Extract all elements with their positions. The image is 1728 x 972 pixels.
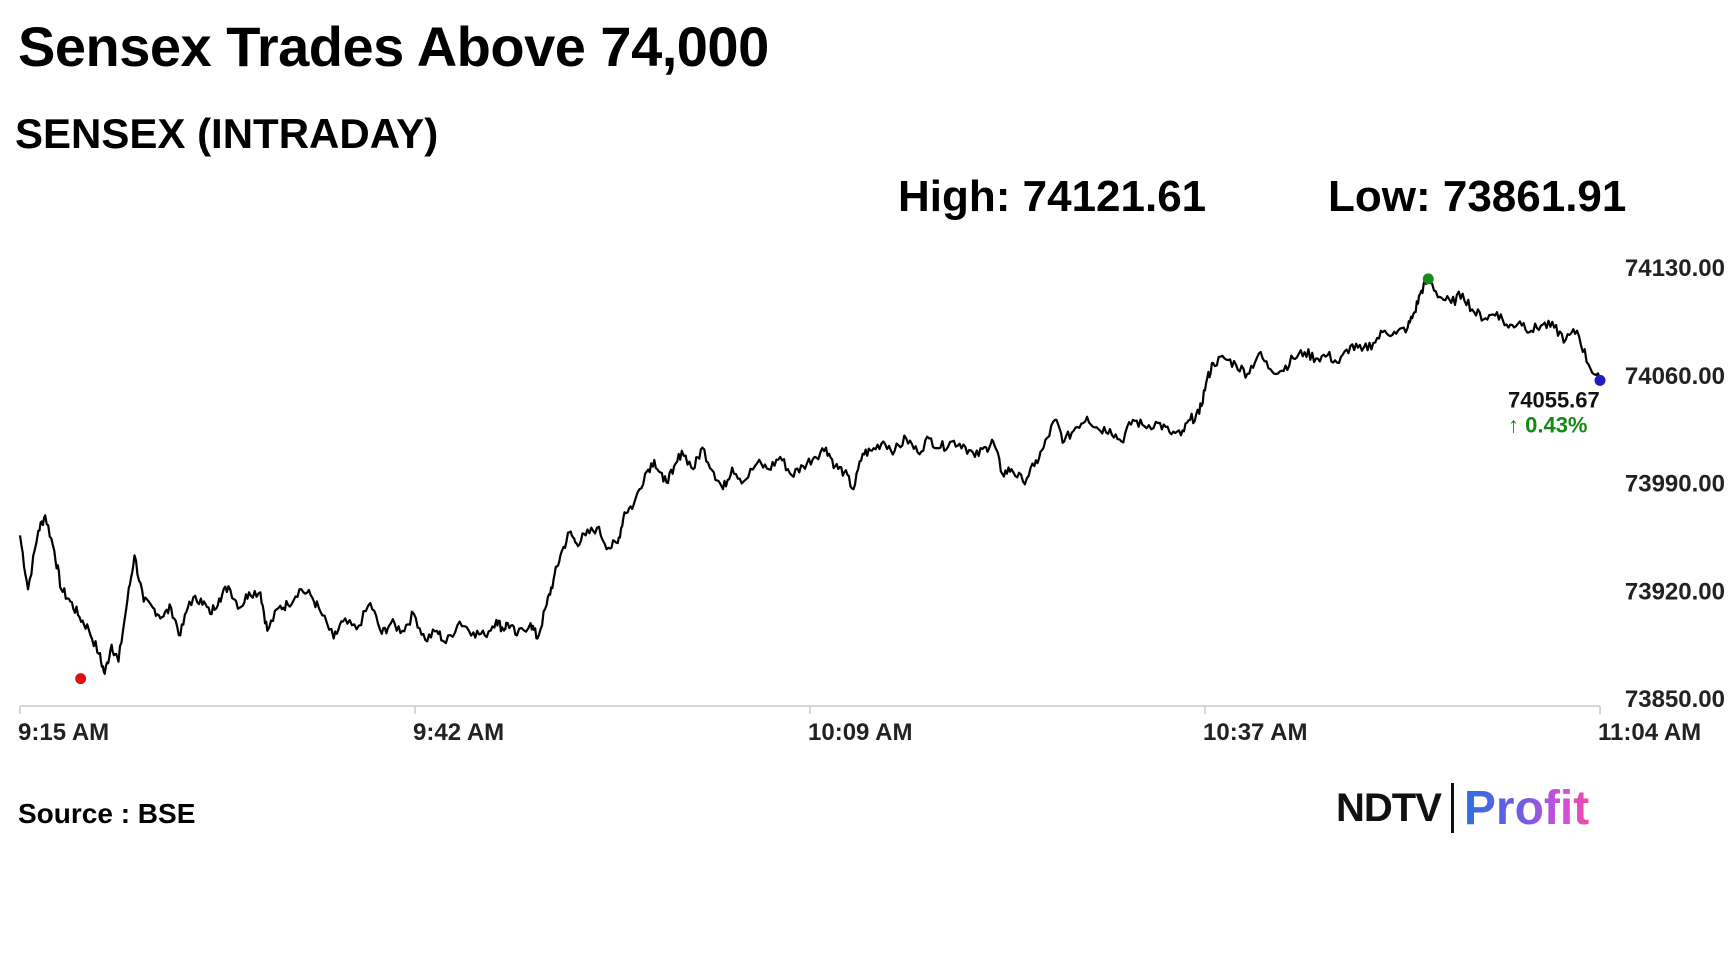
x-tick-label-3: 10:37 AM: [1203, 719, 1307, 746]
y-tick-label-4: 73850.00: [1625, 686, 1725, 713]
chart-title: SENSEX (INTRADAY): [15, 110, 439, 157]
logo-ndtv-text: NDTV: [1336, 785, 1442, 830]
intraday-line-chart: 74130.00 74060.00 73990.00 73920.00 73850.00…: [18, 255, 1725, 746]
x-axis: 9:15 AM 9:42 AM 10:09 AM 10:37 AM 11:04 AM: [18, 705, 1701, 746]
high-label: High: 74121.61: [898, 172, 1207, 221]
y-tick-label-2: 73990.00: [1625, 471, 1725, 498]
y-tick-label-1: 74060.00: [1625, 363, 1725, 390]
source-note: Source : BSE: [18, 798, 196, 829]
y-axis: 74130.00 74060.00 73990.00 73920.00 73850.00: [1625, 255, 1725, 713]
ndtv-profit-logo: NDTV Profit: [1336, 780, 1589, 836]
x-tick-label-4: 11:04 AM: [1598, 719, 1701, 746]
high-point-marker: [1422, 273, 1434, 285]
headline: Sensex Trades Above 74,000: [18, 15, 769, 78]
x-tick-label-0: 9:15 AM: [18, 719, 109, 746]
last-value-label: 74055.67: [1508, 387, 1600, 412]
x-tick-label-2: 10:09 AM: [808, 719, 912, 746]
last-change-label: ↑ 0.43%: [1508, 412, 1588, 437]
last-point-marker: [1594, 374, 1606, 386]
y-tick-label-0: 74130.00: [1625, 255, 1725, 282]
logo-profit-text: Profit: [1463, 781, 1590, 835]
plot-area: [18, 276, 1602, 675]
y-tick-label-3: 73920.00: [1625, 578, 1725, 605]
markers: 74055.67↑ 0.43%: [75, 273, 1606, 685]
sensex-price-line: [18, 276, 1602, 675]
low-point-marker: [75, 673, 87, 685]
x-tick-label-1: 9:42 AM: [413, 719, 504, 746]
logo-divider: [1450, 783, 1454, 833]
low-label: Low: 73861.91: [1328, 172, 1627, 221]
